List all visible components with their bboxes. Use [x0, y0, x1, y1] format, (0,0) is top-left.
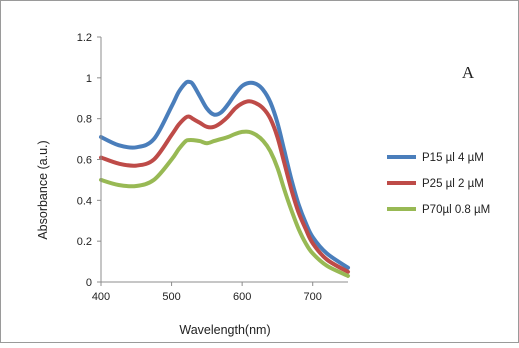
x-tick-label: 500 — [162, 291, 180, 303]
x-tick-labels: 400 500 600 700 — [92, 282, 322, 303]
series-line-2 — [99, 99, 350, 274]
x-tick-label: 400 — [92, 291, 110, 303]
series-line-1 — [99, 79, 350, 270]
legend-label-2: P25 µl 2 µM — [422, 178, 484, 190]
y-tick-label: 0.8 — [77, 114, 92, 126]
series-line-3 — [99, 129, 350, 278]
legend: P15 µl 4 µM P25 µl 2 µM P70µl 0.8 µM — [387, 152, 490, 216]
panel-label: A — [462, 63, 475, 82]
x-tick-label: 700 — [304, 291, 322, 303]
series-lines — [99, 79, 350, 278]
x-tick-label: 600 — [233, 291, 251, 303]
y-tick-label: 0.2 — [77, 236, 92, 248]
y-tick-label: 1.2 — [77, 32, 92, 44]
legend-label-3: P70µl 0.8 µM — [422, 204, 490, 216]
y-tick-label: 1 — [86, 73, 92, 85]
y-tick-label: 0 — [86, 277, 92, 289]
legend-label-1: P15 µl 4 µM — [422, 152, 484, 164]
y-tick-label: 0.6 — [77, 155, 92, 167]
y-tick-labels: 0 0.2 0.4 0.6 0.8 1 1.2 — [77, 32, 101, 289]
y-axis-label: Absorbance (a.u.) — [36, 140, 50, 239]
y-tick-label: 0.4 — [77, 195, 92, 207]
x-axis-label: Wavelength(nm) — [179, 323, 270, 337]
